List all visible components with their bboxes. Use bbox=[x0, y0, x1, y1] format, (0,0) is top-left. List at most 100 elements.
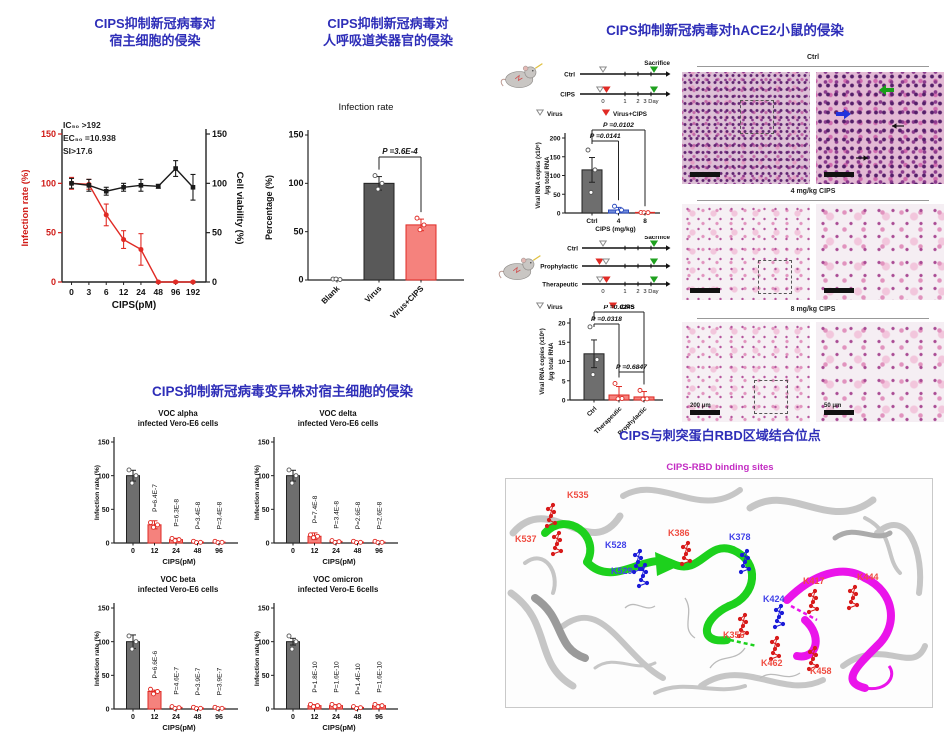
panel-cell-title-line1: CIPS抑制新冠病毒对 bbox=[94, 16, 216, 31]
svg-text:150: 150 bbox=[98, 440, 110, 447]
svg-text:0: 0 bbox=[106, 707, 110, 714]
svg-text:12: 12 bbox=[151, 548, 159, 555]
svg-text:6: 6 bbox=[104, 287, 109, 297]
histology-label-8mg: 8 mg/kg CIPS bbox=[790, 306, 836, 313]
panel-rbd-subtitle: CIPS-RBD binding sites bbox=[666, 462, 774, 473]
svg-text:CIPS(pM): CIPS(pM) bbox=[112, 300, 156, 311]
svg-text:Cell viability (%): Cell viability (%) bbox=[234, 172, 245, 245]
svg-text:Virus: Virus bbox=[547, 304, 563, 311]
svg-text:0: 0 bbox=[291, 548, 295, 555]
svg-text:1: 1 bbox=[623, 99, 626, 105]
residue-label: K528 bbox=[605, 540, 627, 550]
svg-text:50: 50 bbox=[293, 226, 303, 236]
residue-label: K378 bbox=[729, 532, 751, 542]
panel-organoid-title-line2: 人呼吸道类器官的侵染 bbox=[322, 32, 453, 48]
svg-text:Prophylactic: Prophylactic bbox=[540, 264, 578, 271]
svg-text:P=1.6E-10: P=1.6E-10 bbox=[377, 661, 384, 693]
timeline-regimen-legend: Virus CIPS bbox=[535, 302, 635, 311]
svg-text:Infection rate (%): Infection rate (%) bbox=[94, 631, 101, 686]
svg-text:4: 4 bbox=[617, 218, 621, 225]
svg-text:P=3.4E-8: P=3.4E-8 bbox=[195, 501, 202, 529]
mouse-timeline-regimen: Ctrl Prophylactic Therapeutic 0 1 2 3 Day Sacri… bbox=[498, 236, 671, 295]
svg-text:24: 24 bbox=[332, 548, 340, 555]
svg-text:96: 96 bbox=[375, 548, 383, 555]
p-value: P =0.0102 bbox=[603, 122, 634, 129]
svg-text:0: 0 bbox=[601, 289, 604, 295]
svg-text:50: 50 bbox=[102, 507, 110, 514]
svg-text:50: 50 bbox=[262, 507, 270, 514]
svg-text:Infection rate (%): Infection rate (%) bbox=[254, 465, 261, 520]
svg-text:50: 50 bbox=[46, 228, 56, 238]
viral-rna-regimen-chart: 0 5 10 15 20 Viral RNA copies (x10⁶)/μg total… bbox=[540, 305, 663, 437]
svg-text:96: 96 bbox=[215, 714, 223, 721]
svg-text:Infection rate (%): Infection rate (%) bbox=[254, 631, 261, 686]
svg-text:Virus+CIPS: Virus+CIPS bbox=[388, 284, 425, 321]
panel-organoid-title-line1: CIPS抑制新冠病毒对 bbox=[327, 16, 449, 31]
svg-text:50: 50 bbox=[102, 673, 110, 680]
svg-text:48: 48 bbox=[354, 714, 362, 721]
svg-text:P=7.4E-8: P=7.4E-8 bbox=[312, 495, 319, 523]
svg-text:Sacrifice: Sacrifice bbox=[644, 60, 670, 67]
svg-text:P=2.6E-8: P=2.6E-8 bbox=[355, 501, 362, 529]
svg-text:P=3.9E-7: P=3.9E-7 bbox=[217, 667, 224, 695]
svg-text:VOC delta: VOC delta bbox=[319, 409, 357, 418]
svg-text:Ctrl: Ctrl bbox=[586, 405, 599, 418]
svg-text:/μg total RNA: /μg total RNA bbox=[545, 156, 551, 195]
timeline-dose-legend: Virus Virus+CIPS bbox=[535, 109, 647, 118]
p-value: P =0.0318 bbox=[591, 316, 622, 323]
panel-organoid-title: CIPS抑制新冠病毒对 人呼吸道类器官的侵染 bbox=[293, 16, 483, 50]
svg-text:0: 0 bbox=[562, 398, 566, 405]
svg-text:VOC beta: VOC beta bbox=[160, 575, 196, 584]
zoom-region-box bbox=[758, 260, 792, 294]
svg-text:100: 100 bbox=[550, 173, 561, 180]
svg-text:VOC omicron: VOC omicron bbox=[313, 575, 363, 584]
svg-text:0: 0 bbox=[266, 541, 270, 548]
histology-image-8mg-right: 50 μm bbox=[816, 322, 944, 422]
svg-text:192: 192 bbox=[186, 287, 200, 297]
svg-text:Ctrl: Ctrl bbox=[586, 218, 597, 225]
svg-text:12: 12 bbox=[119, 287, 129, 297]
svg-text:0: 0 bbox=[601, 99, 604, 105]
svg-text:48: 48 bbox=[154, 287, 164, 297]
svg-text:100: 100 bbox=[288, 178, 303, 188]
bar bbox=[405, 224, 437, 281]
histology-annotation-arrows bbox=[836, 84, 904, 161]
histology-panel: Ctrl 4 mg/kg CIPS 8 mg/kg CIPS 200 μm 50… bbox=[678, 52, 948, 426]
svg-text:50: 50 bbox=[553, 192, 561, 199]
svg-text:Viral RNA copies (x10⁶): Viral RNA copies (x10⁶) bbox=[540, 328, 546, 394]
cell-infection-chart: 0 0 50 50 100 100 150 150 0 3 6 12 24 48 96 192 CIPS(pM)… bbox=[20, 120, 245, 311]
panel-voc-title: CIPS抑制新冠病毒变异株对宿主细胞的侵染 bbox=[151, 384, 413, 399]
histology-divider-1 bbox=[696, 66, 930, 67]
svg-text:0: 0 bbox=[131, 548, 135, 555]
svg-text:CIPS(pM): CIPS(pM) bbox=[322, 723, 356, 732]
svg-text:3: 3 bbox=[87, 287, 92, 297]
svg-text:infected Vero-E6 cells: infected Vero-E6 cells bbox=[298, 419, 379, 428]
svg-text:P=3.4E-8: P=3.4E-8 bbox=[217, 501, 224, 529]
svg-text:2: 2 bbox=[636, 289, 639, 295]
svg-text:100: 100 bbox=[258, 473, 270, 480]
svg-text:100: 100 bbox=[98, 473, 110, 480]
p-value: P =0.0141 bbox=[590, 133, 621, 140]
svg-text:96: 96 bbox=[375, 714, 383, 721]
svg-text:50: 50 bbox=[262, 673, 270, 680]
svg-text:3 Day: 3 Day bbox=[643, 99, 658, 105]
histology-image-4mg-right bbox=[816, 204, 944, 300]
svg-text:Infection rate (%): Infection rate (%) bbox=[20, 169, 31, 246]
svg-text:P=1.6E-10: P=1.6E-10 bbox=[334, 661, 341, 693]
residue-label: K462 bbox=[761, 658, 783, 668]
residue-label: K529 bbox=[611, 566, 633, 576]
svg-text:48: 48 bbox=[194, 548, 202, 555]
svg-text:0: 0 bbox=[51, 277, 56, 287]
residue-label: K535 bbox=[567, 490, 589, 500]
residue-label: K356 bbox=[723, 630, 745, 640]
svg-text:Infection rate: Infection rate bbox=[339, 102, 394, 113]
svg-text:10: 10 bbox=[558, 359, 566, 366]
svg-text:48: 48 bbox=[194, 714, 202, 721]
svg-text:P=6.3E-8: P=6.3E-8 bbox=[174, 499, 181, 527]
svg-text:P=6.4E-7: P=6.4E-7 bbox=[152, 484, 159, 512]
svg-text:P=3.4E-8: P=3.4E-8 bbox=[334, 501, 341, 529]
svg-text:0: 0 bbox=[557, 211, 561, 218]
histology-image-8mg-left: 200 μm bbox=[682, 322, 810, 422]
svg-text:8: 8 bbox=[643, 218, 647, 225]
